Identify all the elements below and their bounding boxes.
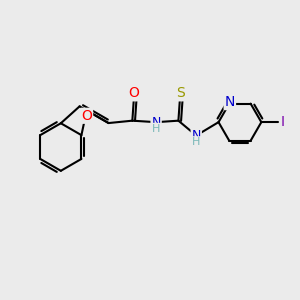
Text: S: S	[176, 86, 184, 100]
Text: N: N	[225, 95, 235, 109]
Text: N: N	[152, 116, 161, 129]
Text: O: O	[129, 86, 140, 100]
Text: H: H	[152, 124, 160, 134]
Text: I: I	[280, 115, 284, 129]
Text: H: H	[192, 137, 200, 147]
Text: O: O	[81, 109, 92, 123]
Text: N: N	[192, 129, 201, 142]
